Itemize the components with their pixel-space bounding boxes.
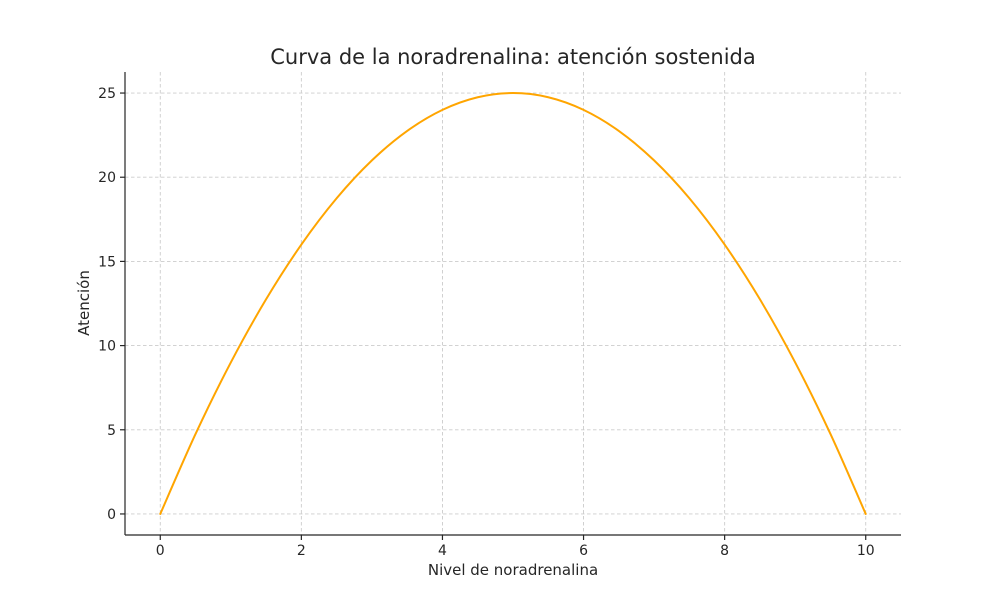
x-tick-label: 10 xyxy=(857,543,875,559)
y-axis-label: Atención xyxy=(75,270,93,336)
axes xyxy=(124,72,901,536)
y-tick-label: 20 xyxy=(98,170,116,186)
x-tick-label: 4 xyxy=(438,543,447,559)
y-tick-label: 15 xyxy=(98,254,116,270)
y-tick-label: 25 xyxy=(98,86,116,102)
x-axis-label: Nivel de noradrenalina xyxy=(428,561,598,579)
y-tick-label: 10 xyxy=(98,339,116,355)
grid xyxy=(125,72,901,535)
series-layer xyxy=(159,92,867,515)
chart-title: Curva de la noradrenalina: atención sost… xyxy=(270,45,756,69)
ticks: 0 2 4 6 8 10 0 5 10 15 20 25 xyxy=(98,86,874,559)
y-tick-label: 0 xyxy=(107,507,116,523)
x-tick-label: 0 xyxy=(156,543,165,559)
y-tick-label: 5 xyxy=(107,423,116,439)
x-tick-label: 6 xyxy=(579,543,588,559)
series-line xyxy=(159,92,867,515)
x-tick-label: 8 xyxy=(720,543,729,559)
x-tick-label: 2 xyxy=(297,543,306,559)
